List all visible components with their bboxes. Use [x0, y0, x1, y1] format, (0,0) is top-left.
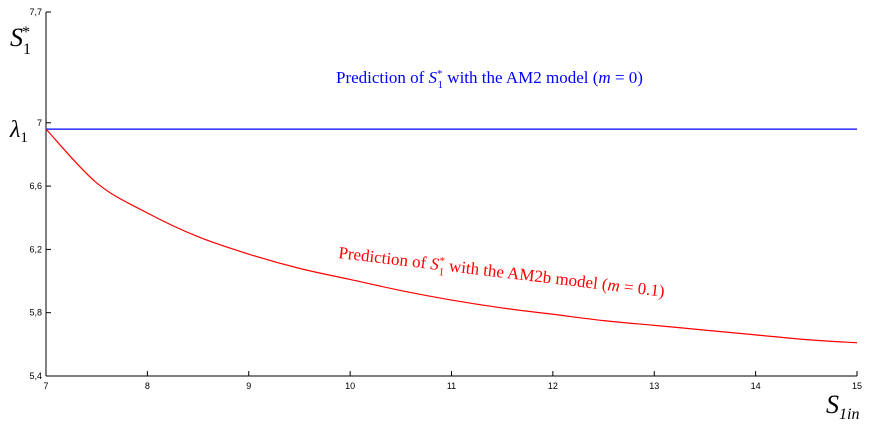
y-tick-label: 7,7: [29, 7, 42, 17]
x-tick-label: 7: [43, 381, 48, 391]
x-tick-label: 11: [447, 381, 456, 391]
x-tick-label: 13: [649, 381, 659, 391]
series-group: [45, 128, 858, 344]
x-tick-label: 10: [345, 381, 355, 391]
x-tick-label: 15: [852, 381, 862, 391]
x-axis-title: S1in: [826, 390, 859, 423]
y-tick-label: 6,2: [29, 244, 42, 254]
ticks: 7 8 9 10 11 12 13 14 15 5,4 5,8 6,2 6,6 7 7,7: [29, 7, 862, 391]
series-line-am2b: [45, 128, 858, 344]
lambda-label: λ1: [9, 117, 28, 146]
y-axis-title: S* 1: [10, 23, 31, 58]
x-tick-label: 12: [548, 381, 558, 391]
x-tick-label: 9: [246, 381, 251, 391]
y-tick-label: 6,6: [29, 181, 42, 191]
y-tick-label: 7: [37, 118, 42, 128]
x-tick-label: 14: [751, 381, 761, 391]
axes: [45, 12, 857, 377]
x-tick-label: 8: [145, 381, 150, 391]
annotation-am2: Prediction of S* 1 with the AM2 model (m …: [336, 68, 643, 91]
annotation-am2b: Prediction of S*1 with the AM2b model (m…: [337, 243, 666, 305]
y-tick-label: 5,4: [29, 371, 42, 381]
y-tick-label: 5,8: [29, 308, 42, 318]
labels: S* 1 λ1 S1in Prediction of S* 1 with the AM2 …: [9, 23, 859, 423]
